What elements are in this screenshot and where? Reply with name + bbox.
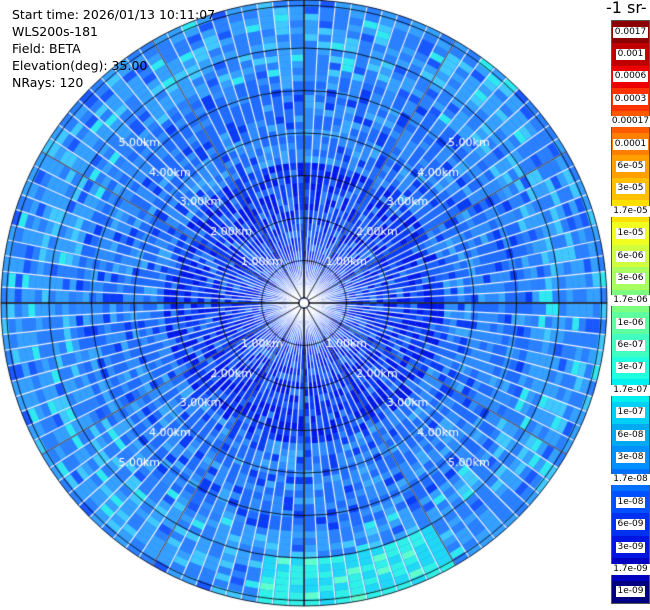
colorbar-swatch: 0.0001 (612, 132, 649, 156)
colorbar-tick-label: 1.7e-08 (611, 474, 650, 486)
colorbar-tick-label: 1e-05 (615, 228, 646, 240)
colorbar-tick-label: 3e-08 (615, 451, 646, 463)
colorbar-swatch: 1e-09 (612, 580, 649, 603)
colorbar-tick-label: 1.7e-06 (611, 295, 650, 307)
colorbar-swatch: 6e-09 (612, 513, 649, 536)
colorbar-tick-label: 0.0001 (612, 138, 649, 150)
colorbar-tick-label: 1.7e-07 (611, 384, 650, 396)
colorbar-swatch: 1e-06 (612, 312, 649, 335)
colorbar-swatch: 6e-07 (612, 334, 649, 357)
colorbar-tick-label: 1e-09 (615, 586, 646, 598)
elevation-text: Elevation(deg): 35.00 (12, 58, 148, 73)
colorbar-swatch: 3e-08 (612, 446, 649, 469)
colorbar-swatch: 3e-09 (612, 535, 649, 559)
colorbar-swatch: 3e-07 (612, 356, 649, 380)
colorbar-swatch: 3e-06 (612, 267, 649, 290)
colorbar-swatch: 1.7e-09 (611, 558, 650, 581)
colorbar-tick-label: 1e-08 (615, 496, 646, 508)
colorbar-tick-label: 6e-07 (615, 340, 646, 352)
device-name-text: WLS200s-181 (12, 24, 98, 39)
colorbar-swatch: 6e-08 (612, 423, 649, 447)
colorbar-tick-label: 1.7e-09 (611, 563, 650, 575)
colorbar-swatch: 1.7e-06 (611, 289, 650, 312)
colorbar-swatch: 1e-07 (612, 401, 649, 424)
colorbar-swatch: 1e-05 (612, 222, 649, 245)
colorbar-tick-label: 6e-06 (615, 250, 646, 262)
colorbar-tick-label: 3e-05 (615, 183, 646, 195)
colorbar-tick-label: 1.7e-05 (611, 205, 650, 217)
colorbar-swatch: 0.001 (612, 43, 649, 66)
colorbar-swatch: 1.7e-08 (611, 468, 650, 492)
colorbar-tick-label: 0.00017 (609, 116, 650, 128)
colorbar-swatch: 3e-05 (612, 177, 649, 201)
colorbar-swatch: 6e-05 (612, 155, 649, 178)
colorbar-legend: 0.0017 0.001 0.0006 0.0003 0.00017 0.0001 6e-0… (609, 20, 650, 604)
colorbar-tick-label: 6e-08 (615, 429, 646, 441)
colorbar-tick-label: 6e-05 (615, 160, 646, 172)
colorbar-swatch: 1e-08 (612, 491, 649, 514)
colorbar-swatch: 0.0017 (612, 21, 649, 44)
colorbar-tick-label: 0.0006 (612, 71, 649, 83)
colorbar-unit-title: -1 sr- (606, 0, 647, 17)
colorbar-tick-label: 6e-09 (615, 519, 646, 531)
start-time-text: Start time: 2026/01/13 10:11:07 (12, 7, 216, 22)
colorbar-swatch: 0.00017 (609, 110, 650, 133)
nrays-text: NRays: 120 (12, 75, 84, 90)
colorbar-swatch: 0.0003 (612, 88, 649, 111)
colorbar-tick-label: 3e-07 (615, 362, 646, 374)
colorbar-tick-label: 3e-09 (615, 541, 646, 553)
colorbar-tick-label: 0.0003 (612, 93, 649, 105)
colorbar-tick-label: 1e-07 (615, 407, 646, 419)
colorbar-swatch: 6e-06 (612, 244, 649, 268)
colorbar-swatch: 0.0006 (612, 65, 649, 89)
field-text: Field: BETA (12, 41, 81, 56)
colorbar-tick-label: 1e-06 (615, 317, 646, 329)
colorbar-swatch: 1.7e-05 (611, 200, 650, 223)
scan-info-panel: Start time: 2026/01/13 10:11:07 WLS200s-… (12, 6, 215, 91)
colorbar-tick-label: 0.0017 (612, 26, 649, 38)
colorbar-tick-label: 0.001 (615, 49, 646, 61)
colorbar-tick-label: 3e-06 (615, 272, 646, 284)
colorbar-swatch: 1.7e-07 (611, 379, 650, 402)
